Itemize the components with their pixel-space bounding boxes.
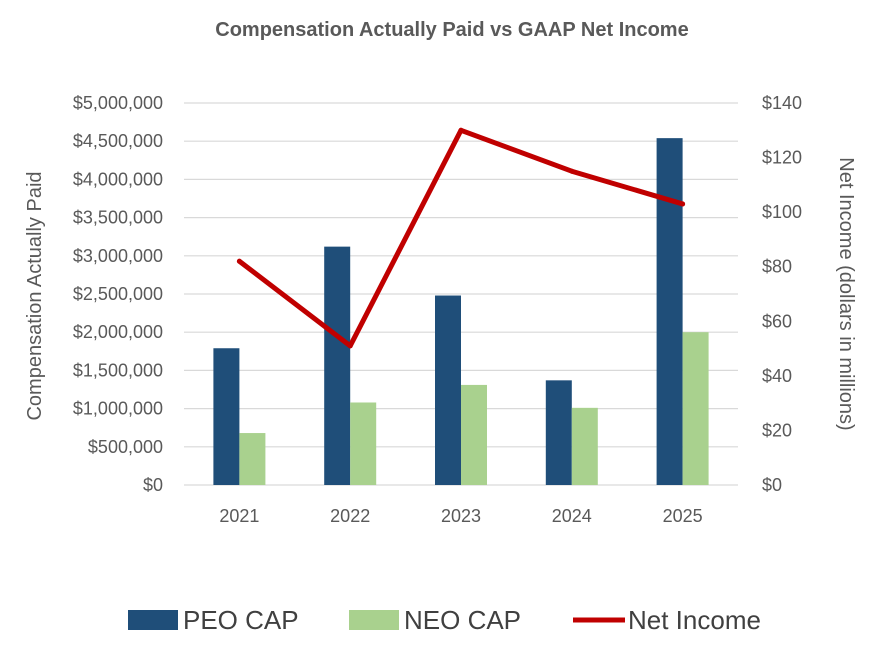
legend-item-neo-cap: NEO CAP — [349, 605, 521, 635]
net-income-point — [458, 127, 464, 133]
neo-cap-bar — [239, 433, 266, 485]
neo-cap-bar — [350, 402, 377, 485]
x-tick-label: 2025 — [663, 506, 703, 526]
net-income-line-layer — [236, 127, 686, 349]
peo-cap-bar — [435, 295, 461, 485]
chart-title: Compensation Actually Paid vs GAAP Net I… — [215, 19, 688, 41]
left-tick-label: $2,500,000 — [73, 284, 163, 304]
peo-cap-bar — [656, 138, 683, 486]
right-axis-ticks: $0 $20 $40 $60 $80 $100 $120 $140 — [762, 93, 802, 495]
left-tick-label: $4,000,000 — [73, 169, 163, 189]
legend: PEO CAP NEO CAP Net Income — [128, 605, 761, 635]
left-tick-label: $500,000 — [88, 437, 163, 457]
left-tick-label: $1,000,000 — [73, 399, 163, 419]
legend-label-neo-cap: NEO CAP — [404, 605, 521, 635]
right-tick-label: $0 — [762, 475, 782, 495]
legend-swatch-neo-cap — [349, 610, 399, 630]
neo-cap-bar — [571, 407, 598, 485]
x-tick-label: 2023 — [441, 506, 481, 526]
left-tick-label: $4,500,000 — [73, 131, 163, 151]
bars — [213, 138, 709, 486]
legend-label-peo-cap: PEO CAP — [183, 605, 299, 635]
left-tick-label: $2,000,000 — [73, 322, 163, 342]
right-tick-label: $60 — [762, 311, 792, 331]
right-tick-label: $40 — [762, 366, 792, 386]
legend-item-peo-cap: PEO CAP — [128, 605, 299, 635]
left-tick-label: $5,000,000 — [73, 93, 163, 113]
left-tick-label: $1,500,000 — [73, 360, 163, 380]
right-tick-label: $80 — [762, 257, 792, 277]
peo-cap-bar — [324, 246, 351, 485]
neo-cap-bar — [682, 332, 709, 485]
legend-item-net-income: Net Income — [573, 605, 761, 635]
left-tick-label: $0 — [143, 475, 163, 495]
x-tick-label: 2021 — [219, 506, 259, 526]
legend-swatch-peo-cap — [128, 610, 178, 630]
left-tick-label: $3,500,000 — [73, 208, 163, 228]
x-axis-ticks: 2021 2022 2023 2024 2025 — [219, 506, 702, 526]
net-income-point — [236, 258, 242, 264]
right-tick-label: $140 — [762, 93, 802, 113]
neo-cap-bar — [461, 384, 487, 485]
left-axis-label: Compensation Actually Paid — [24, 171, 46, 420]
right-tick-label: $20 — [762, 420, 792, 440]
net-income-point — [569, 168, 575, 174]
net-income-point — [347, 343, 353, 349]
right-tick-label: $120 — [762, 148, 802, 168]
peo-cap-bar — [213, 348, 240, 485]
right-tick-label: $100 — [762, 202, 802, 222]
left-axis-ticks: $0 $500,000 $1,000,000 $1,500,000 $2,000,000… — [73, 93, 163, 495]
x-tick-label: 2024 — [552, 506, 592, 526]
left-tick-label: $3,000,000 — [73, 246, 163, 266]
x-tick-label: 2022 — [330, 506, 370, 526]
peo-cap-bar — [545, 380, 572, 485]
legend-label-net-income: Net Income — [628, 605, 761, 635]
right-axis-label: Net Income (dollars in millions) — [835, 157, 857, 430]
net-income-point — [680, 201, 686, 207]
